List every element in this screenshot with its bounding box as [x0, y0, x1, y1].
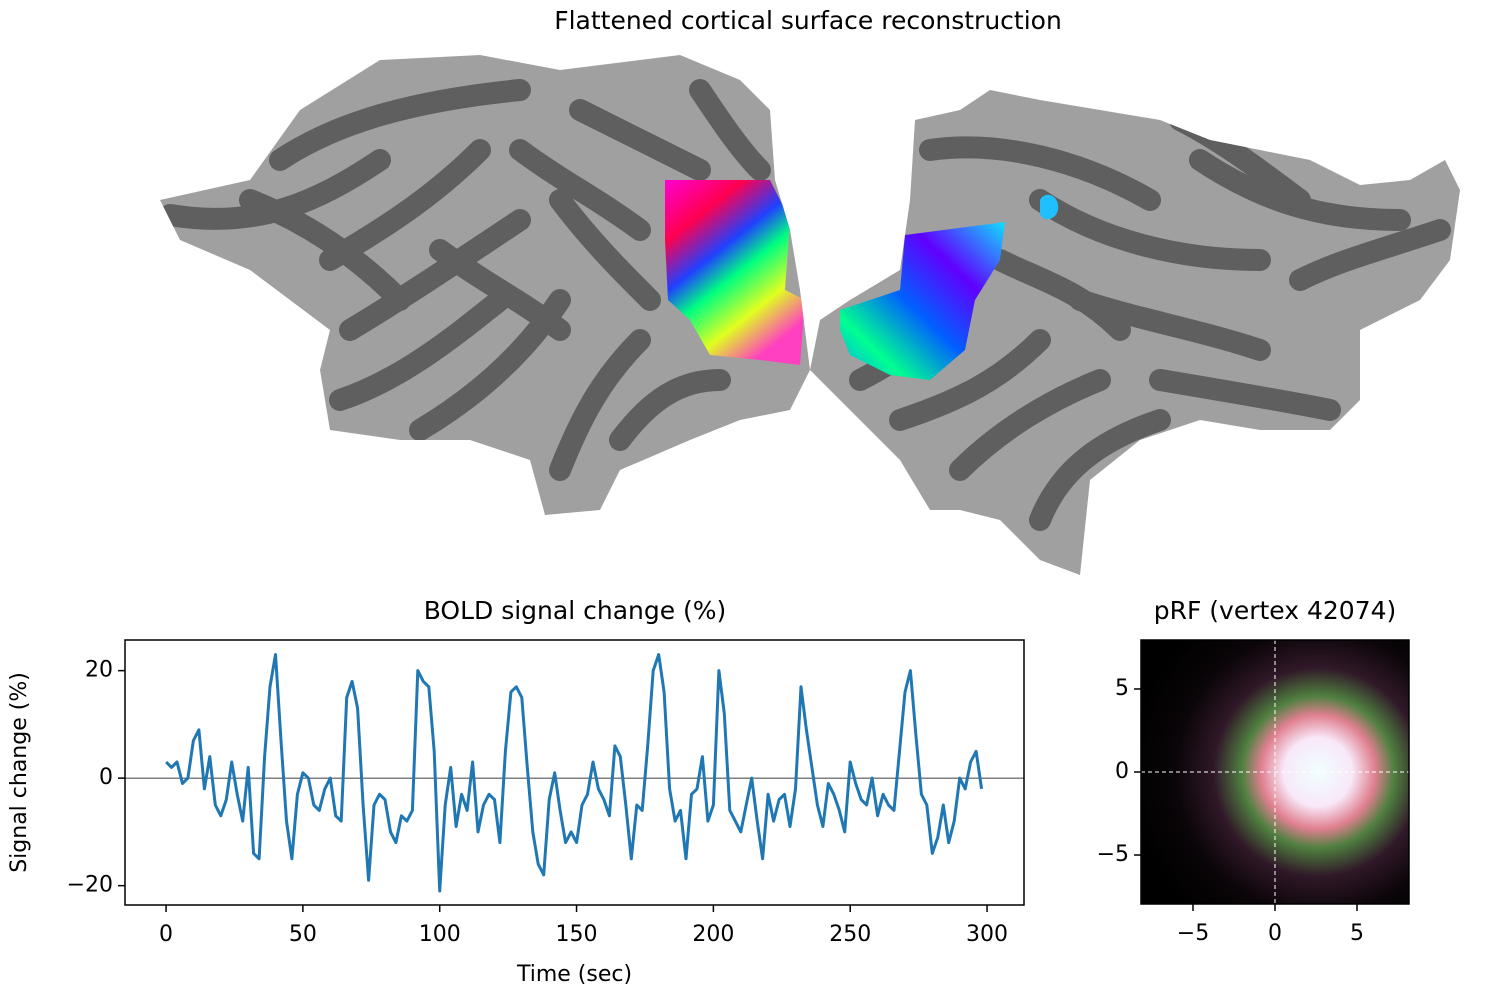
x-tick-label: 150 [556, 922, 598, 947]
x-tick-label: 250 [829, 922, 871, 947]
axes-frame [124, 639, 1025, 906]
x-tick-label: 200 [692, 922, 734, 947]
y-tick-label: 0 [99, 765, 113, 790]
y-tick-label: 5 [1115, 676, 1129, 701]
x-tick-label: −5 [1177, 921, 1209, 946]
x-axis-label: Time (sec) [516, 962, 632, 987]
y-tick-label: −20 [67, 873, 113, 898]
chart-title: pRF (vertex 42074) [1154, 596, 1397, 625]
signal-line [165, 653, 984, 893]
y-tick-label: 0 [1115, 759, 1129, 784]
y-tick-label: −5 [1097, 842, 1129, 867]
prf-image [1141, 640, 1409, 904]
x-tick-label: 0 [159, 922, 173, 947]
x-tick-label: 5 [1350, 921, 1364, 946]
y-tick-label: 20 [85, 658, 113, 683]
flatmap [160, 55, 1460, 575]
y-axis-label: Signal change (%) [7, 672, 32, 873]
axes-frame [1140, 639, 1410, 905]
x-tick-label: 100 [419, 922, 461, 947]
x-tick-label: 0 [1268, 921, 1282, 946]
chart-title: Flattened cortical surface reconstructio… [554, 6, 1062, 35]
x-tick-label: 300 [966, 922, 1008, 947]
chart-title: BOLD signal change (%) [424, 596, 727, 625]
x-tick-label: 50 [289, 922, 317, 947]
